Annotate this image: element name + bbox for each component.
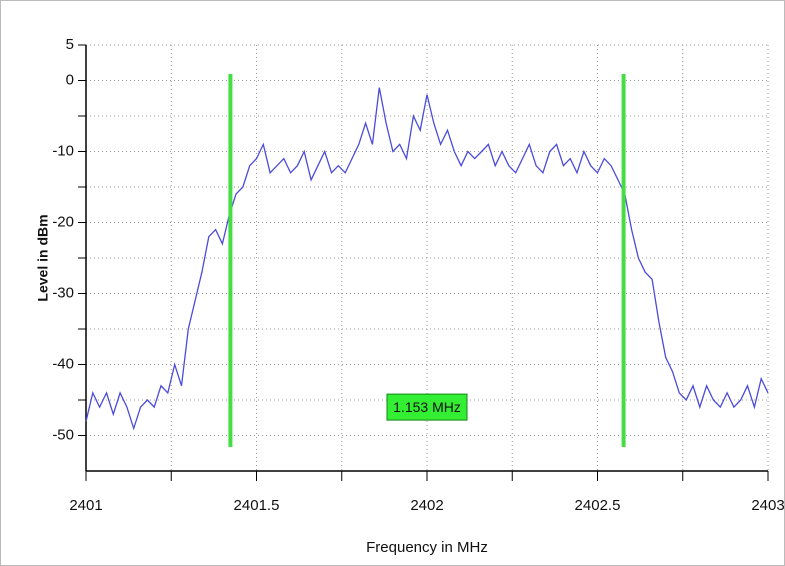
y-tick-label: -50	[52, 426, 74, 443]
x-tick-label: 2401.5	[234, 497, 280, 514]
annotation-box	[386, 393, 468, 421]
x-tick-label: 2402.5	[575, 497, 621, 514]
x-tick-label: 2403	[751, 497, 784, 514]
y-tick-label: -10	[52, 142, 74, 159]
y-tick-label: -30	[52, 284, 74, 301]
spectrum-line	[85, 87, 769, 431]
x-axis-label: Frequency in MHz	[366, 539, 488, 556]
y-tick-label: 0	[66, 71, 74, 88]
y-axis-label: Level in dBm	[35, 214, 51, 301]
y-tick-label: 5	[66, 36, 74, 53]
x-tick-label: 2402	[410, 497, 443, 514]
annotation-label: 1.153 MHz	[393, 399, 461, 415]
x-tick-label: 2401	[69, 497, 102, 514]
y-tick-label: -40	[52, 355, 74, 372]
y-tick-label: -20	[52, 213, 74, 230]
